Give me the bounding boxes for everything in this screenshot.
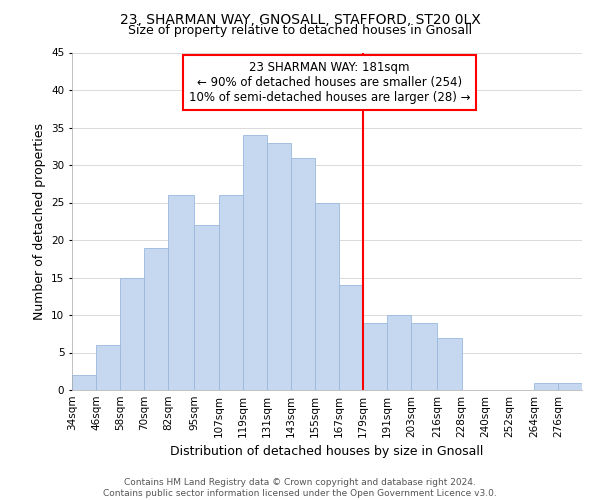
Bar [339,285,363,390]
Bar [72,375,96,390]
Text: 23, SHARMAN WAY, GNOSALL, STAFFORD, ST20 0LX: 23, SHARMAN WAY, GNOSALL, STAFFORD, ST20… [119,12,481,26]
Bar [534,382,558,390]
Bar [96,345,120,390]
Bar [363,322,387,390]
Bar [144,248,169,390]
Bar [267,142,291,390]
Bar [194,225,218,390]
Bar [412,322,437,390]
Bar [558,382,582,390]
Text: 23 SHARMAN WAY: 181sqm
← 90% of detached houses are smaller (254)
10% of semi-de: 23 SHARMAN WAY: 181sqm ← 90% of detached… [189,61,470,104]
Bar [387,315,412,390]
X-axis label: Distribution of detached houses by size in Gnosall: Distribution of detached houses by size … [170,446,484,458]
Text: Contains HM Land Registry data © Crown copyright and database right 2024.
Contai: Contains HM Land Registry data © Crown c… [103,478,497,498]
Bar [120,278,144,390]
Text: Size of property relative to detached houses in Gnosall: Size of property relative to detached ho… [128,24,472,37]
Bar [437,338,461,390]
Bar [242,135,267,390]
Bar [218,195,242,390]
Bar [315,202,339,390]
Bar [169,195,194,390]
Bar [291,158,315,390]
Y-axis label: Number of detached properties: Number of detached properties [32,122,46,320]
